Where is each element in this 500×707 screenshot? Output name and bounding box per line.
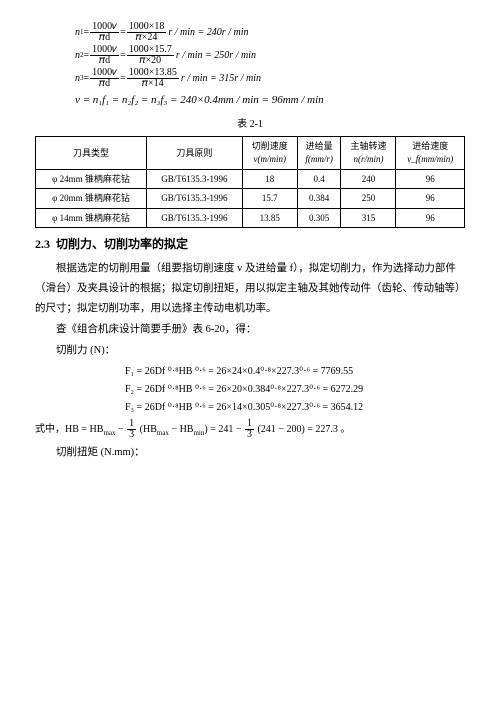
th-speed: 切削速度v(m/min) [242, 137, 297, 169]
paragraph-3: 切削力 (N)： [35, 342, 465, 361]
eq-f3: F₃ = 26Df ⁰·⁸HB ⁰·⁶ = 26×14×0.305⁰·⁸×227… [125, 401, 465, 415]
table-header: 刀具类型 刀具原则 切削速度v(m/min) 进给量f(mm/r) 主轴转速n(… [36, 137, 465, 169]
paragraph-2: 查《组合机床设计简要手册》表 6-20，得： [35, 321, 465, 340]
eq-v: v = n₁f₁ = n₂f₂ = n₃f₃ = 240×0.4mm / min… [75, 93, 465, 108]
eq-n2: n2 = 1000𝜈𝜋d = 1000×15.7𝜋×20 r / min = 2… [75, 45, 465, 66]
eq-f1: F₁ = 26Df ⁰·⁸HB ⁰·⁶ = 26×24×0.4⁰·⁸×227.3… [125, 365, 465, 379]
th-feedspeed: 进给速度v_f(mm/min) [396, 137, 465, 169]
cutting-table: 刀具类型 刀具原则 切削速度v(m/min) 进给量f(mm/r) 主轴转速n(… [35, 136, 465, 228]
eq-hb: 式中，HB = HBmax − 13 (HBmax − HBmin) = 241… [35, 419, 465, 440]
section-heading: 2.3 切削力、切削功率的拟定 [35, 236, 465, 253]
table-row: φ 14mm 锥柄麻花钻GB/T6135.3-199613.850.305315… [36, 208, 465, 228]
paragraph-1: 根据选定的切削用量（组要指切削速度 v 及进给量 f），拟定切削力，作为选择动力… [35, 259, 465, 319]
table-row: φ 24mm 锥柄麻花钻GB/T6135.3-1996180.424096 [36, 169, 465, 189]
eq-n1: n1 = 1000𝜈𝜋d = 1000×18𝜋×24 r / min = 240… [75, 22, 465, 43]
table-caption: 表 2-1 [35, 118, 465, 132]
eq-f2: F₂ = 26Df ⁰·⁸HB ⁰·⁶ = 26×20×0.384⁰·⁸×227… [125, 383, 465, 397]
paragraph-4: 切削扭矩 (N.mm)： [35, 444, 465, 463]
th-tool-type: 刀具类型 [36, 137, 147, 169]
th-spindle: 主轴转速n(r/min) [341, 137, 396, 169]
table-row: φ 20mm 锥柄麻花钻GB/T6135.3-199615.70.3842509… [36, 189, 465, 209]
eq-n3: n3 = 1000𝜈𝜋d = 1000×13.85𝜋×14 r / min = … [75, 68, 465, 89]
th-feed: 进给量f(mm/r) [297, 137, 341, 169]
th-tool-rule: 刀具原则 [147, 137, 243, 169]
